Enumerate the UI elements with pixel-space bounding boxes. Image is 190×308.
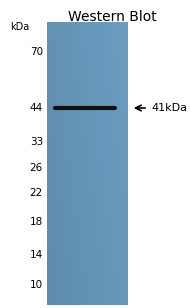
Text: 18: 18	[30, 217, 43, 227]
Text: 70: 70	[30, 47, 43, 57]
Text: 26: 26	[30, 163, 43, 173]
Text: 44: 44	[30, 103, 43, 113]
Text: 10: 10	[30, 280, 43, 290]
Text: 33: 33	[30, 137, 43, 147]
Text: Western Blot: Western Blot	[68, 10, 156, 24]
Text: 41kDa: 41kDa	[151, 103, 187, 113]
Text: kDa: kDa	[10, 22, 29, 32]
Text: 22: 22	[30, 188, 43, 198]
Text: 14: 14	[30, 250, 43, 260]
